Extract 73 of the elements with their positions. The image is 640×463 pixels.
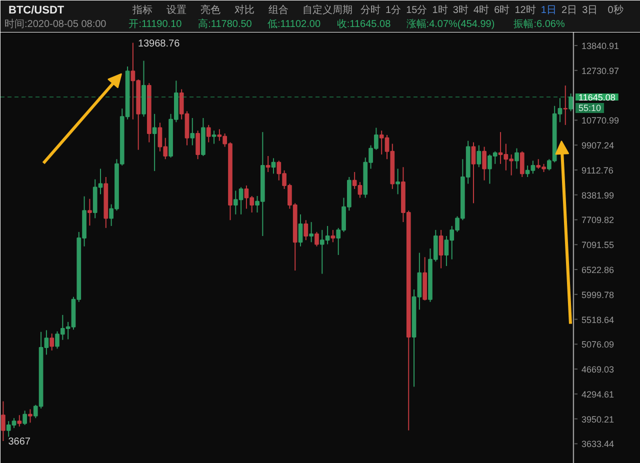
candlestick xyxy=(88,198,92,226)
candlestick xyxy=(298,214,303,247)
y-tick-label: 7709.82 xyxy=(582,215,614,226)
y-tick-label: 5076.09 xyxy=(582,340,614,350)
y-tick-label: 6522.86 xyxy=(582,265,614,276)
text: 设置 xyxy=(166,4,186,16)
text: 3日 xyxy=(582,5,598,16)
text: 涨幅:4.07%(454.99) xyxy=(406,18,495,30)
annotation: 3667 xyxy=(8,436,31,448)
text: 指标 xyxy=(132,4,152,16)
candlestick xyxy=(520,150,524,178)
text: 时间:2020-08-05 08:00 xyxy=(4,18,107,30)
candlestick xyxy=(28,408,32,424)
y-tick-label: 5518.64 xyxy=(582,314,614,325)
text: 1日 xyxy=(540,5,556,16)
text: 0秒 xyxy=(608,4,624,16)
candlestick xyxy=(309,222,314,243)
text: 1时 xyxy=(432,4,448,16)
text: 振幅:6.06% xyxy=(514,18,565,30)
candlestick xyxy=(476,144,482,168)
text: 低:11102.00 xyxy=(268,19,321,30)
candlestick xyxy=(266,156,270,173)
candlestick xyxy=(568,93,573,112)
candlestick xyxy=(271,158,276,174)
text: 分时 xyxy=(360,4,380,16)
annotation: 13968.76 xyxy=(138,38,180,50)
candlestick xyxy=(514,148,519,170)
text: 4时 xyxy=(474,4,490,16)
y-tick-label: 3950.21 xyxy=(582,414,614,424)
candlestick xyxy=(1,400,6,442)
text: 15分 xyxy=(406,4,428,16)
candlestick xyxy=(206,124,211,143)
y-tick-label: 7091.55 xyxy=(582,240,614,250)
text: 高:11780.50 xyxy=(198,18,252,30)
candlestick xyxy=(50,333,54,351)
text: 3时 xyxy=(452,4,468,16)
text: 2日 xyxy=(562,5,578,16)
candlestick xyxy=(330,229,336,243)
candlestick xyxy=(304,220,308,241)
text: 组合 xyxy=(268,4,288,16)
y-tick-label: 13840.91 xyxy=(582,41,620,52)
candlestick xyxy=(22,410,27,426)
y-tick-label: 8381.99 xyxy=(582,190,614,200)
text: 对比 xyxy=(234,4,254,16)
y-tick-label: 9907.24 xyxy=(582,140,614,151)
candlestick xyxy=(471,142,476,204)
y-tick-label: 3633.44 xyxy=(582,439,614,450)
candlestick xyxy=(482,146,486,181)
text: 亮色 xyxy=(200,4,220,16)
candlestick xyxy=(17,414,22,427)
text: 1分 xyxy=(386,4,402,16)
candlestick xyxy=(396,168,400,195)
y-tick-label: 10770.99 xyxy=(582,116,620,126)
candlestick xyxy=(314,231,319,247)
text: 收:11645.08 xyxy=(336,19,392,30)
candlestick xyxy=(438,229,444,269)
y-tick-label: 5999.78 xyxy=(582,290,614,300)
text: 55:10 xyxy=(578,102,602,113)
chart-title: BTC/USDT xyxy=(8,4,64,16)
text: 开:11190.10 xyxy=(128,19,182,30)
candlestick xyxy=(152,113,157,172)
text: 6时 xyxy=(494,4,510,16)
y-tick-label: 12730.97 xyxy=(582,66,620,76)
text: 自定义周期 xyxy=(302,4,352,16)
candlestick xyxy=(563,85,568,126)
y-tick-label: 4669.03 xyxy=(582,364,614,375)
candlestick xyxy=(190,118,195,146)
y-tick-label: 4294.61 xyxy=(582,389,614,400)
ref-line-label: 11645.08 xyxy=(578,92,616,102)
y-tick-label: 9112.76 xyxy=(582,165,614,176)
candlestick xyxy=(212,130,216,144)
candlestick xyxy=(196,130,200,160)
text: 12时 xyxy=(514,4,536,16)
